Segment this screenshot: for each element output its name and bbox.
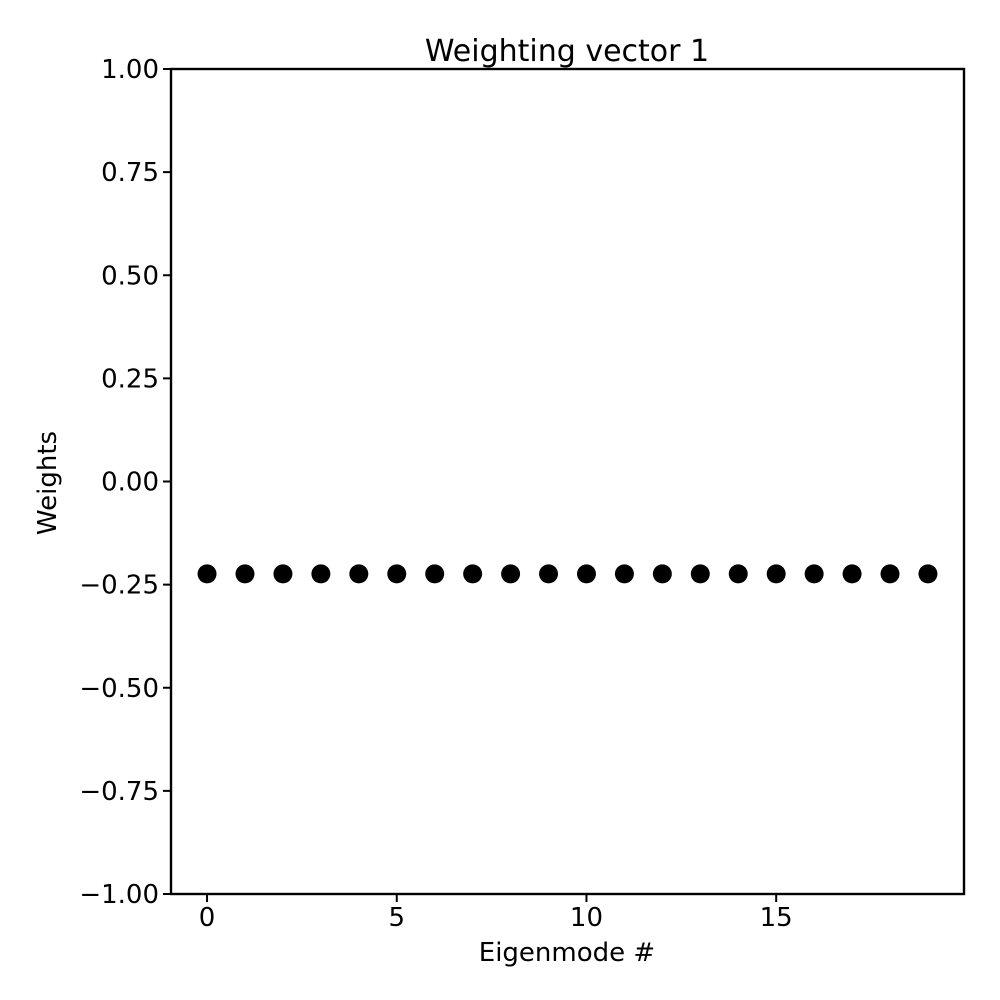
data-points — [197, 564, 938, 584]
data-point — [652, 564, 672, 584]
data-point — [576, 564, 596, 584]
data-point — [880, 564, 900, 584]
data-point — [539, 564, 559, 584]
x-tick-label: 5 — [388, 903, 405, 933]
y-axis-ticks: 1.00 0.75 0.50 0.25 0.00 −0.25 −0.50 −0.75 −1.00 — [79, 55, 171, 910]
data-point — [804, 564, 824, 584]
data-point — [311, 564, 331, 584]
data-point — [728, 564, 748, 584]
y-tick-label: 0.50 — [101, 261, 159, 291]
data-point — [425, 564, 445, 584]
data-point — [614, 564, 634, 584]
x-tick-label: 15 — [760, 903, 793, 933]
x-axis-label: Eigenmode # — [479, 938, 655, 968]
y-tick-label: 1.00 — [101, 55, 159, 85]
y-tick-label: 0.75 — [101, 158, 159, 188]
data-point — [463, 564, 483, 584]
y-tick-label: −0.75 — [79, 777, 159, 807]
data-point — [766, 564, 786, 584]
data-point — [842, 564, 862, 584]
data-point — [387, 564, 407, 584]
x-axis-ticks: 0 5 10 15 — [199, 894, 793, 933]
y-tick-label: 0.00 — [101, 468, 159, 498]
plot-area-frame — [169, 67, 966, 896]
data-point — [273, 564, 293, 584]
y-tick-label: −1.00 — [79, 880, 159, 910]
data-point — [918, 564, 938, 584]
y-tick-label: −0.50 — [79, 674, 159, 704]
data-point — [349, 564, 369, 584]
y-tick-label: −0.25 — [79, 571, 159, 601]
y-tick-label: 0.25 — [101, 364, 159, 394]
chart-title: Weighting vector 1 — [425, 34, 709, 69]
data-point — [197, 564, 217, 584]
y-axis-label: Weights — [33, 431, 63, 535]
data-point — [501, 564, 521, 584]
x-tick-label: 10 — [570, 903, 603, 933]
x-tick-label: 0 — [199, 903, 216, 933]
data-point — [235, 564, 255, 584]
data-point — [690, 564, 710, 584]
